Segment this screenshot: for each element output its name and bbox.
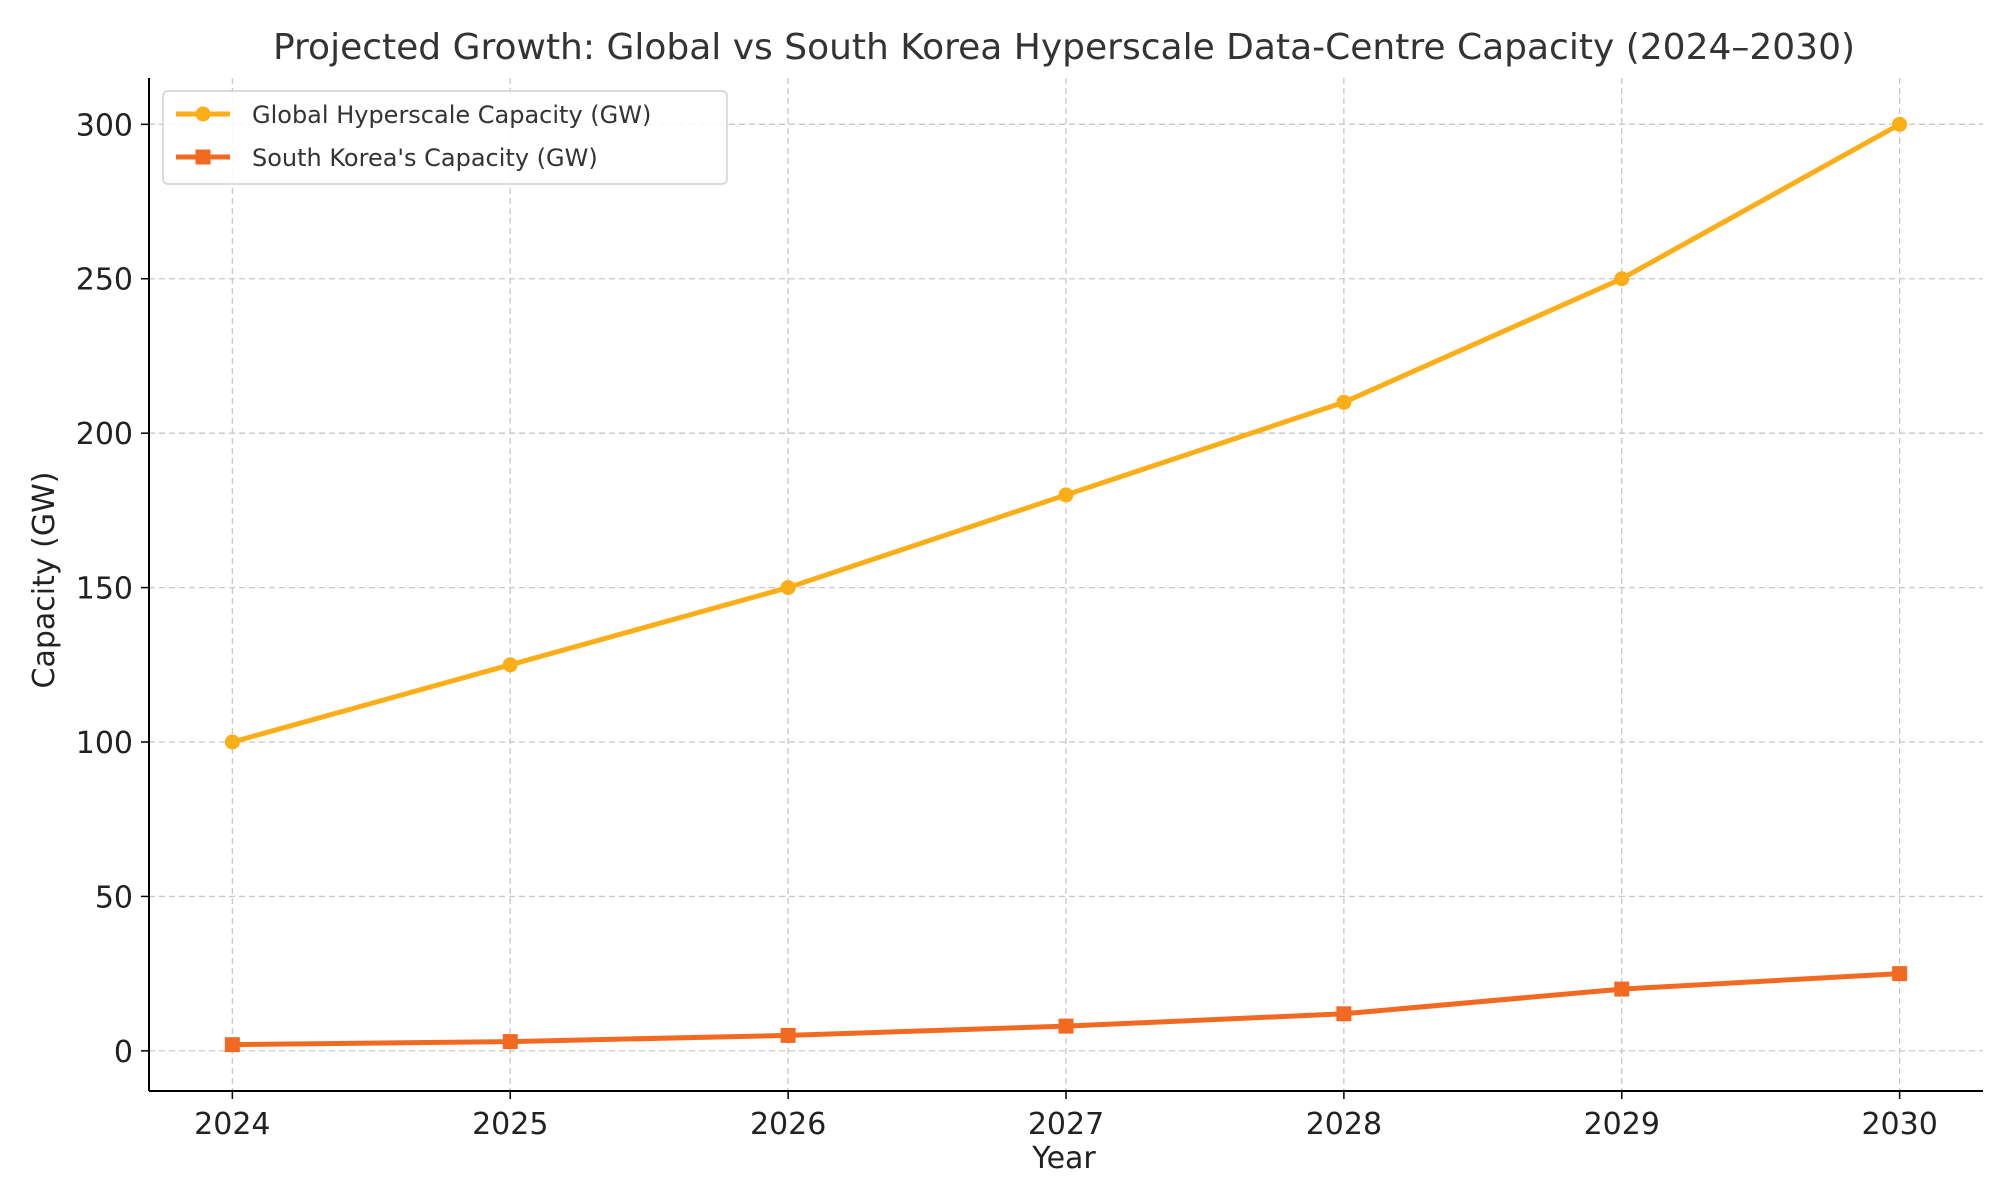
series-1-point <box>1892 116 1908 132</box>
series-1-point <box>502 657 518 673</box>
legend-box <box>162 90 728 185</box>
series-2-point <box>1892 966 1908 982</box>
y-tick-label: 150 <box>76 572 133 607</box>
x-axis-label: Year <box>1031 1141 1096 1176</box>
x-tick-label: 2025 <box>472 1107 548 1142</box>
series-2-point <box>1058 1018 1074 1034</box>
y-tick-label: 300 <box>76 108 133 143</box>
y-tick-label: 250 <box>76 263 133 298</box>
x-tick-label: 2028 <box>1306 1107 1382 1142</box>
series-2-point <box>1614 981 1630 997</box>
y-tick-label: 0 <box>114 1035 133 1070</box>
series-2-point <box>224 1037 240 1053</box>
x-tick-label: 2027 <box>1028 1107 1104 1142</box>
series-2-point <box>1336 1006 1352 1022</box>
chart-title: Projected Growth: Global vs South Korea … <box>273 27 1855 68</box>
series-1-point <box>1614 271 1630 287</box>
legend-label-1: Global Hyperscale Capacity (GW) <box>252 101 651 129</box>
y-tick-label: 100 <box>76 726 133 761</box>
series-2-point <box>502 1034 518 1050</box>
legend-circle-marker <box>195 106 211 122</box>
y-axis-ticks: 0 50 100 150 200 250 300 <box>76 108 149 1070</box>
series-1-point <box>780 580 796 596</box>
series-1-point <box>1058 487 1074 503</box>
y-tick-label: 200 <box>76 417 133 452</box>
legend-label-2: South Korea's Capacity (GW) <box>252 144 598 172</box>
series-layer <box>224 116 1908 1053</box>
legend-square-marker <box>195 149 211 165</box>
y-axis-label: Capacity (GW) <box>27 472 62 689</box>
series-1-point <box>224 734 240 750</box>
x-tick-label: 2029 <box>1584 1107 1660 1142</box>
series-1-point <box>1336 394 1352 410</box>
series-2-point <box>780 1027 796 1043</box>
x-tick-label: 2030 <box>1861 1107 1937 1142</box>
x-tick-label: 2026 <box>750 1107 826 1142</box>
legend: Global Hyperscale Capacity (GW) South Kor… <box>162 90 728 185</box>
y-tick-label: 50 <box>95 880 133 915</box>
x-tick-label: 2024 <box>194 1107 270 1142</box>
x-axis-ticks: 2024 2025 2026 2027 2028 2029 2030 <box>194 1091 1938 1142</box>
